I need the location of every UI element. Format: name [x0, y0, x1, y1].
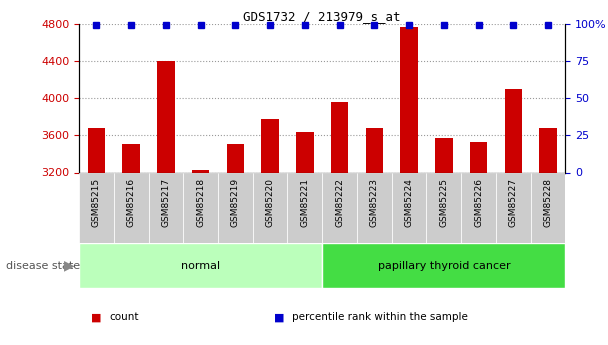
Bar [331, 102, 348, 345]
Bar [296, 132, 314, 345]
Text: GSM85224: GSM85224 [404, 178, 413, 227]
Bar [461, 172, 496, 243]
Bar [426, 172, 461, 243]
Bar [148, 172, 183, 243]
Bar [496, 172, 531, 243]
Text: GSM85222: GSM85222 [335, 178, 344, 227]
Bar [505, 89, 522, 345]
Bar [192, 170, 209, 345]
Text: GSM85215: GSM85215 [92, 178, 101, 227]
Bar [122, 144, 140, 345]
Text: count: count [109, 313, 139, 322]
Bar [261, 119, 279, 345]
Text: GSM85228: GSM85228 [544, 178, 553, 227]
Bar [88, 128, 105, 345]
Bar [401, 27, 418, 345]
Bar [531, 172, 565, 243]
Bar [322, 172, 357, 243]
Bar [227, 144, 244, 345]
Text: GSM85225: GSM85225 [440, 178, 448, 227]
Text: GSM85221: GSM85221 [300, 178, 309, 227]
Text: ■: ■ [274, 313, 284, 322]
Bar [114, 172, 148, 243]
Bar [79, 172, 114, 243]
Bar [183, 172, 218, 243]
Bar [322, 243, 565, 288]
Bar [357, 172, 392, 243]
Text: ▶: ▶ [64, 259, 74, 273]
Text: GSM85220: GSM85220 [266, 178, 275, 227]
Text: GSM85223: GSM85223 [370, 178, 379, 227]
Bar [253, 172, 288, 243]
Bar [435, 138, 452, 345]
Text: GSM85217: GSM85217 [161, 178, 170, 227]
Text: disease state: disease state [6, 261, 80, 270]
Title: GDS1732 / 213979_s_at: GDS1732 / 213979_s_at [243, 10, 401, 23]
Bar [218, 172, 253, 243]
Text: GSM85218: GSM85218 [196, 178, 205, 227]
Text: GSM85216: GSM85216 [126, 178, 136, 227]
Bar [288, 172, 322, 243]
Bar [392, 172, 426, 243]
Bar [79, 243, 322, 288]
Text: percentile rank within the sample: percentile rank within the sample [292, 313, 468, 322]
Bar [157, 61, 174, 345]
Text: GSM85227: GSM85227 [509, 178, 518, 227]
Text: GSM85219: GSM85219 [231, 178, 240, 227]
Text: normal: normal [181, 261, 220, 270]
Bar [470, 142, 487, 345]
Bar [539, 128, 557, 345]
Text: GSM85226: GSM85226 [474, 178, 483, 227]
Text: ■: ■ [91, 313, 102, 322]
Bar [365, 128, 383, 345]
Text: papillary thyroid cancer: papillary thyroid cancer [378, 261, 510, 270]
